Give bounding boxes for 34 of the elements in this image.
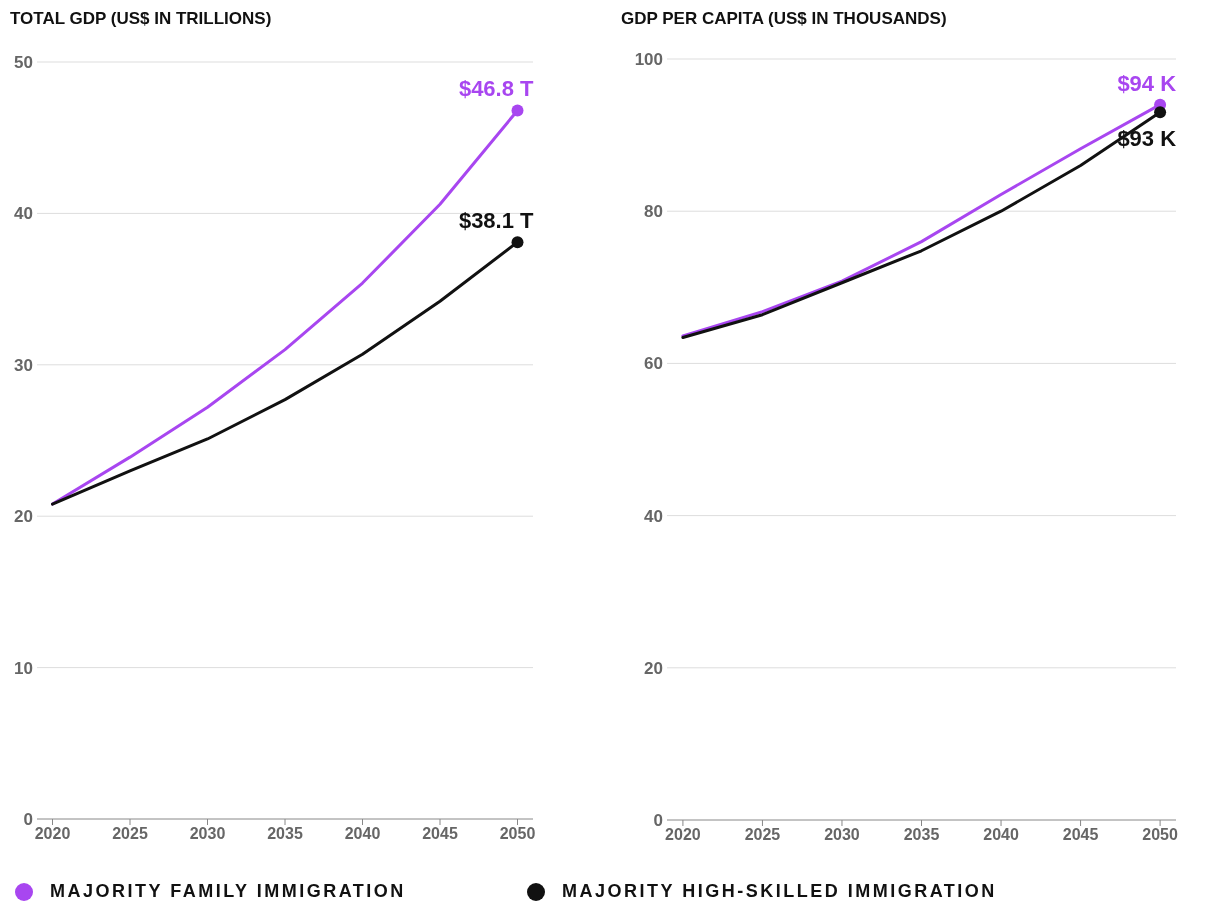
chart-title: TOTAL GDP (US$ IN TRILLIONS) xyxy=(10,9,272,28)
y-tick-label: 50 xyxy=(14,52,33,72)
x-tick-label: 2035 xyxy=(903,826,940,843)
x-tick-label: 2045 xyxy=(1062,826,1099,843)
y-tick-label: 0 xyxy=(653,810,663,830)
x-tick-label: 2020 xyxy=(665,826,701,843)
x-tick-label: 2030 xyxy=(824,826,860,843)
data-label: $93 K xyxy=(1117,126,1177,152)
x-tick-label: 2045 xyxy=(422,825,458,842)
y-tick-label: 20 xyxy=(14,507,33,527)
data-label: $46.8 T xyxy=(458,76,535,102)
y-tick-label: 40 xyxy=(14,204,33,224)
x-tick-label: 2035 xyxy=(267,825,303,842)
data-label: $94 K xyxy=(1117,70,1177,96)
x-tick-label: 2030 xyxy=(189,825,226,842)
data-label: $38.1 T xyxy=(458,208,535,234)
y-tick-label: 20 xyxy=(644,658,663,678)
y-tick-label: 0 xyxy=(23,809,33,829)
x-tick-label: 2025 xyxy=(112,825,148,842)
x-tick-label: 2020 xyxy=(34,825,71,842)
y-tick-label: 40 xyxy=(644,506,663,526)
x-tick-label: 2040 xyxy=(983,826,1019,843)
y-tick-label: 10 xyxy=(14,658,33,678)
x-tick-label: 2050 xyxy=(1142,826,1178,843)
chart-title: GDP PER CAPITA (US$ IN THOUSANDS) xyxy=(621,9,947,28)
x-tick-label: 2040 xyxy=(344,825,381,842)
x-tick-label: 2025 xyxy=(744,826,781,843)
legend-label: MAJORITY FAMILY IMMIGRATION xyxy=(50,881,406,901)
y-tick-label: 60 xyxy=(644,354,663,374)
legend-label: MAJORITY HIGH-SKILLED IMMIGRATION xyxy=(562,881,997,901)
y-tick-label: 80 xyxy=(644,202,663,222)
y-tick-label: 100 xyxy=(634,49,663,69)
x-tick-label: 2050 xyxy=(499,825,536,842)
y-tick-label: 30 xyxy=(14,355,33,375)
